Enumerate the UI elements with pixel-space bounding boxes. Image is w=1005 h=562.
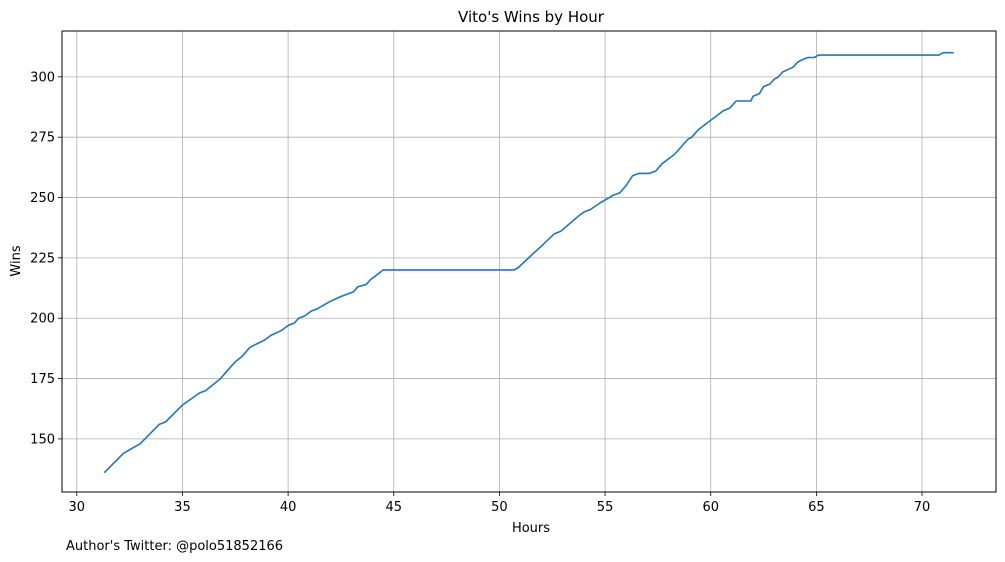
x-tick-label: 65	[808, 500, 825, 515]
x-axis: 30 35 40 45 50 55 60 65 70	[69, 492, 931, 515]
y-tick-label: 175	[30, 372, 55, 387]
x-tick-label: 50	[491, 500, 508, 515]
x-tick-label: 70	[914, 500, 931, 515]
x-tick-label: 60	[702, 500, 719, 515]
y-tick-label: 200	[30, 312, 55, 327]
author-twitter-note: Author's Twitter: @polo51852166	[66, 539, 283, 554]
y-axis-label: Wins	[9, 245, 24, 276]
x-tick-label: 30	[69, 500, 86, 515]
x-tick-label: 35	[174, 500, 191, 515]
y-axis: 150 175 200 225 250 275 300	[30, 70, 62, 447]
x-tick-label: 40	[280, 500, 297, 515]
y-tick-label: 300	[30, 70, 55, 85]
grid	[62, 31, 996, 492]
wins-line	[103, 51, 954, 474]
y-tick-label: 225	[30, 251, 55, 266]
chart-title: Vito's Wins by Hour	[458, 8, 605, 26]
x-tick-label: 55	[597, 500, 614, 515]
x-tick-label: 45	[385, 500, 402, 515]
y-tick-label: 275	[30, 131, 55, 146]
y-tick-label: 250	[30, 191, 55, 206]
x-axis-label: Hours	[512, 521, 550, 536]
plot-frame	[61, 30, 997, 493]
y-tick-label: 150	[30, 432, 55, 447]
